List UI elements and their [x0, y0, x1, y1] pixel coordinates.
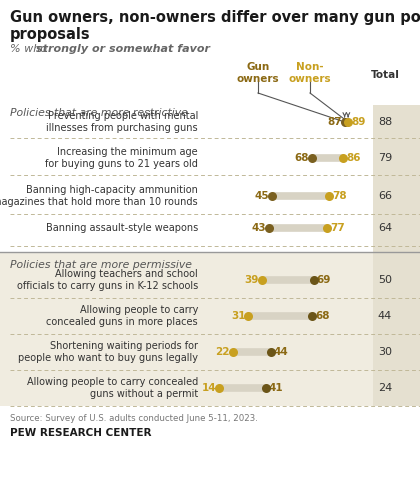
Text: 77: 77 — [331, 223, 345, 233]
Text: 30: 30 — [378, 347, 392, 357]
Text: Gun
owners: Gun owners — [237, 62, 279, 83]
Text: 79: 79 — [378, 153, 392, 163]
Text: ...: ... — [143, 44, 157, 54]
Text: 88: 88 — [378, 117, 392, 127]
Text: Total: Total — [370, 70, 399, 80]
Text: Allowing people to carry concealed
guns without a permit: Allowing people to carry concealed guns … — [27, 377, 198, 399]
Text: 22: 22 — [215, 347, 230, 357]
Text: Allowing people to carry
concealed guns in more places: Allowing people to carry concealed guns … — [46, 304, 198, 327]
Text: Allowing teachers and school
officials to carry guns in K-12 schools: Allowing teachers and school officials t… — [17, 269, 198, 291]
Text: Policies that are more permissive: Policies that are more permissive — [10, 260, 192, 270]
Text: 78: 78 — [332, 191, 347, 201]
Text: Non-
owners: Non- owners — [289, 62, 331, 83]
Text: 64: 64 — [378, 223, 392, 233]
Text: Increasing the minimum age
for buying guns to 21 years old: Increasing the minimum age for buying gu… — [45, 147, 198, 169]
Text: 87: 87 — [327, 117, 341, 127]
Text: 31: 31 — [231, 311, 245, 321]
Bar — [373, 105, 420, 406]
Text: 69: 69 — [317, 275, 331, 285]
Text: Banning assault-style weapons: Banning assault-style weapons — [46, 223, 198, 233]
Text: Gun owners, non-owners differ over many gun policy: Gun owners, non-owners differ over many … — [10, 10, 420, 25]
Text: 24: 24 — [378, 383, 392, 393]
Text: Shortening waiting periods for
people who want to buy guns legally: Shortening waiting periods for people wh… — [18, 341, 198, 363]
Text: Source: Survey of U.S. adults conducted June 5-11, 2023.: Source: Survey of U.S. adults conducted … — [10, 414, 258, 423]
Text: Banning high-capacity ammunition
magazines that hold more than 10 rounds: Banning high-capacity ammunition magazin… — [0, 185, 198, 207]
Text: strongly or somewhat favor: strongly or somewhat favor — [36, 44, 210, 54]
Text: % who: % who — [10, 44, 50, 54]
Text: 66: 66 — [378, 191, 392, 201]
Text: proposals: proposals — [10, 27, 91, 42]
Text: Policies that are more restrictive: Policies that are more restrictive — [10, 108, 188, 118]
Text: 86: 86 — [346, 153, 360, 163]
Text: Preventing people with mental
illnesses from purchasing guns: Preventing people with mental illnesses … — [46, 110, 198, 134]
Text: 44: 44 — [274, 347, 289, 357]
Text: 68: 68 — [294, 153, 309, 163]
Text: 39: 39 — [245, 275, 259, 285]
Text: 44: 44 — [378, 311, 392, 321]
Text: PEW RESEARCH CENTER: PEW RESEARCH CENTER — [10, 428, 152, 438]
Text: 68: 68 — [315, 311, 329, 321]
Text: 45: 45 — [255, 191, 269, 201]
Text: 14: 14 — [202, 383, 216, 393]
Bar — [0, 252, 420, 406]
Text: 43: 43 — [251, 223, 266, 233]
Text: 50: 50 — [378, 275, 392, 285]
Text: 41: 41 — [268, 383, 283, 393]
Text: 89: 89 — [351, 117, 365, 127]
